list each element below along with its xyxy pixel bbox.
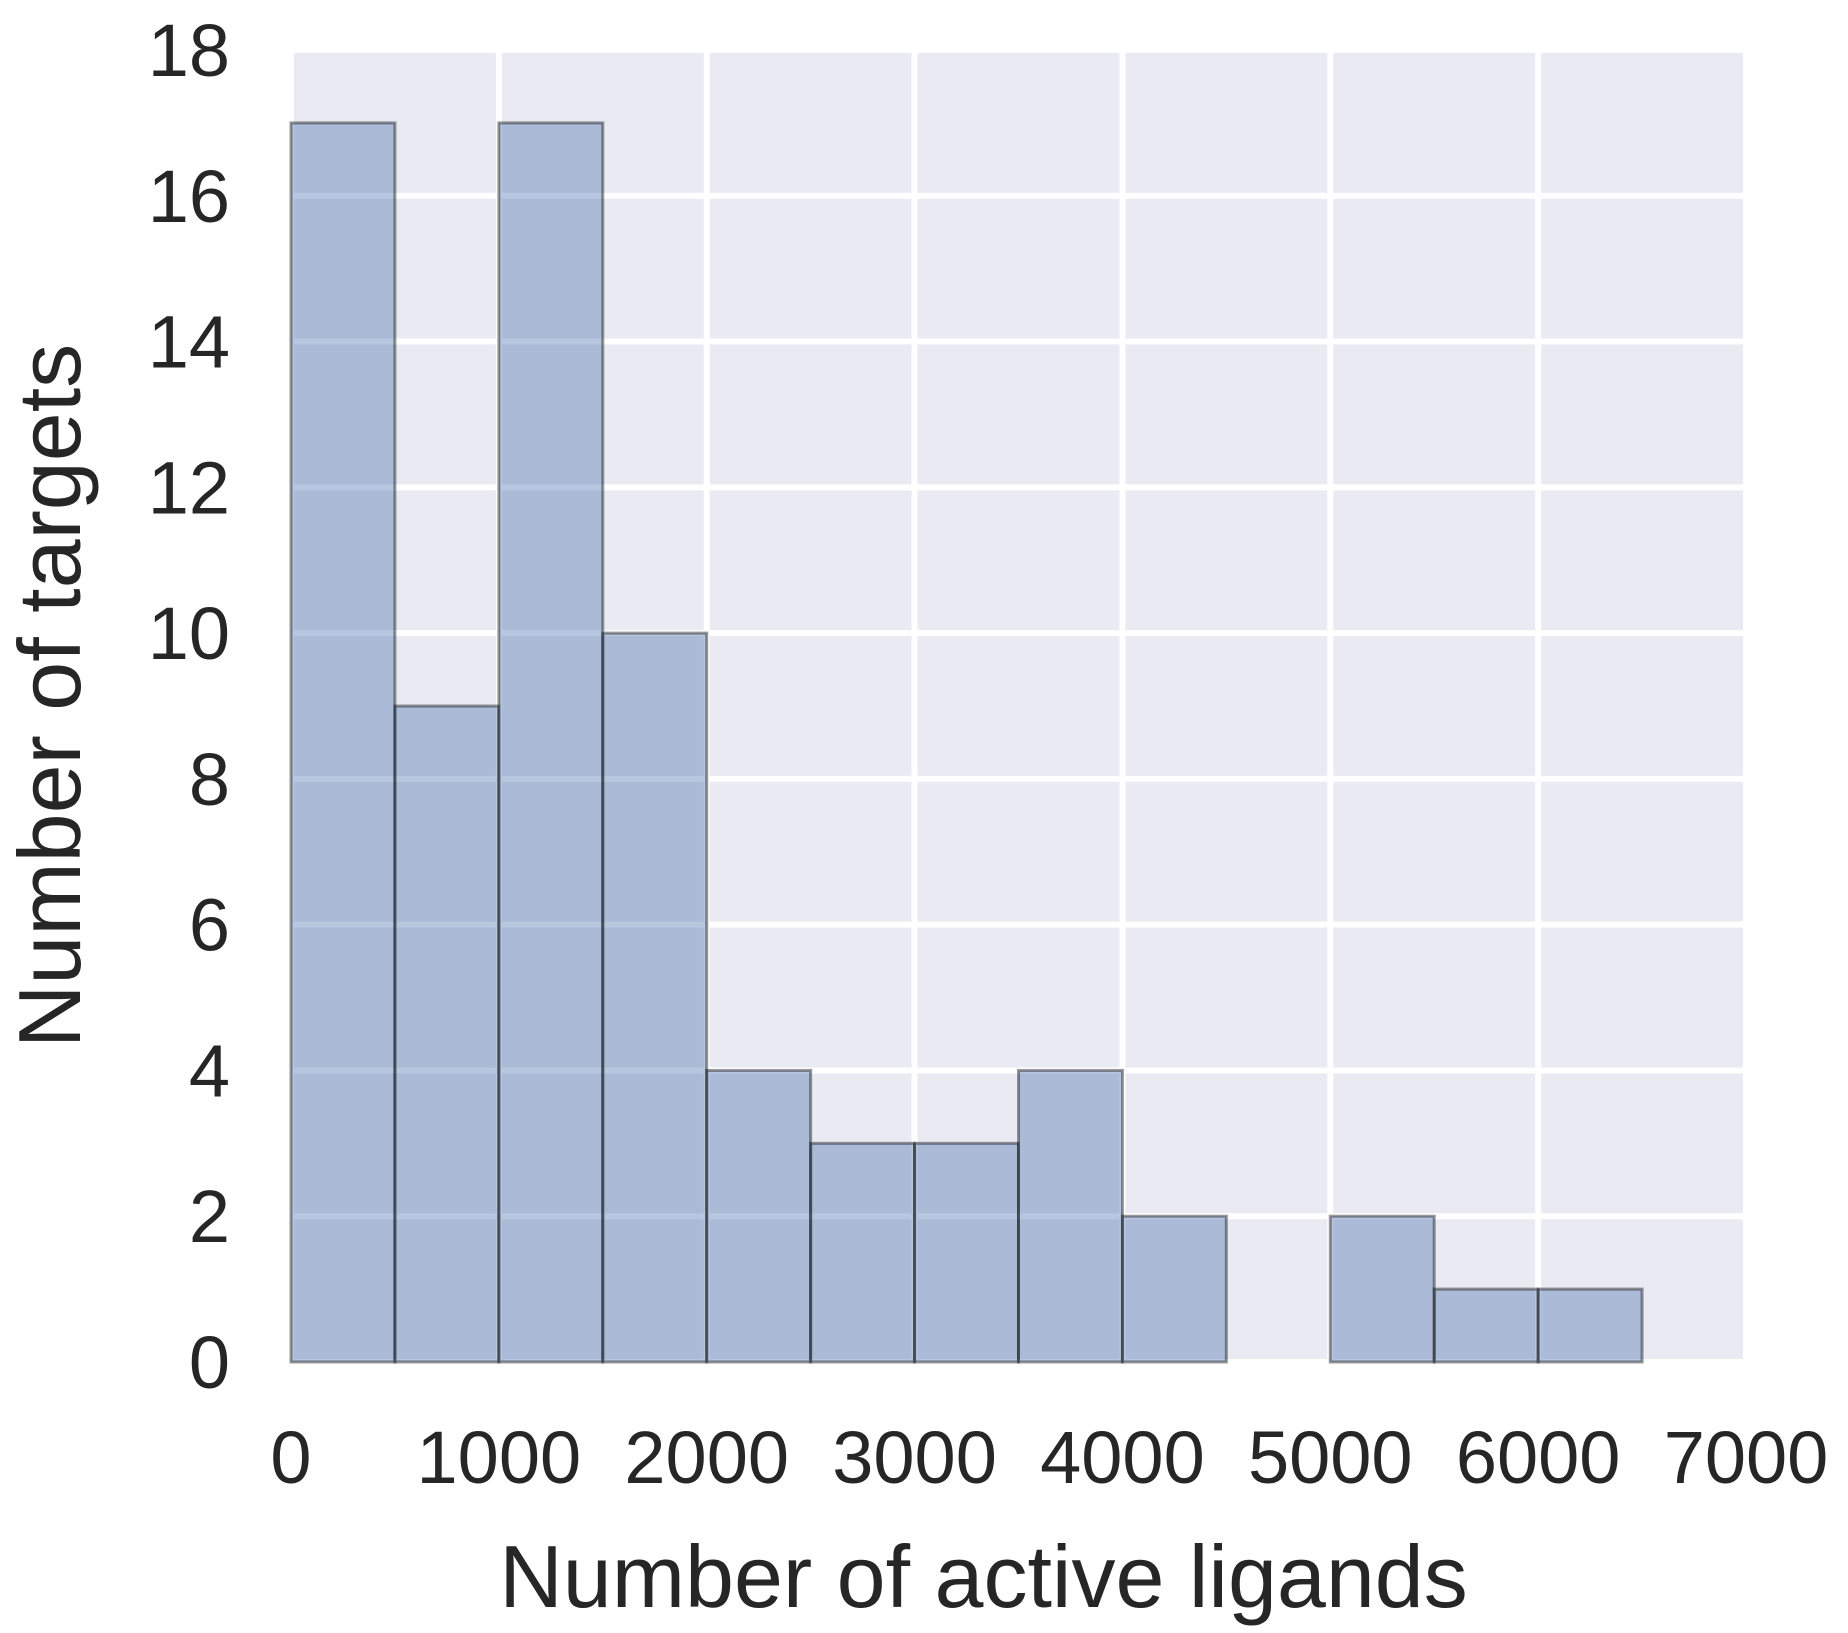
x-tick-label: 3000 (832, 1416, 997, 1499)
tick-labels: 0 2 4 6 8 10 12 14 16 18 0 1000 2000 3000 4000 5000 6000… (148, 9, 1829, 1499)
histogram-bar (705, 1068, 813, 1364)
histogram-bar (601, 631, 709, 1364)
plot-background (291, 50, 1746, 1362)
histogram-bar (809, 1141, 917, 1364)
histogram-bar (1017, 1068, 1124, 1364)
y-tick-label: 14 (148, 301, 230, 384)
histogram-bar (289, 121, 397, 1364)
y-tick-label: 2 (189, 1175, 230, 1258)
x-tick-label: 2000 (624, 1416, 789, 1499)
x-axis-label: Number of active ligands (499, 1527, 1467, 1626)
x-tick-label: 4000 (1040, 1416, 1205, 1499)
y-tick-label: 0 (189, 1321, 230, 1404)
histogram-bars (289, 121, 1644, 1364)
y-tick-label: 8 (189, 738, 230, 821)
histogram-bar (1120, 1214, 1228, 1364)
histogram-bar (913, 1141, 1020, 1364)
histogram-bar (1328, 1214, 1436, 1364)
y-tick-label: 16 (148, 155, 230, 238)
x-tick-label: 1000 (417, 1416, 582, 1499)
y-tick-label: 10 (148, 592, 230, 675)
y-tick-label: 4 (189, 1029, 230, 1112)
x-tick-label: 0 (270, 1416, 311, 1499)
y-tick-label: 6 (189, 884, 230, 967)
histogram-bar (497, 121, 605, 1364)
y-tick-label: 18 (148, 9, 230, 92)
histogram-bar (1536, 1287, 1644, 1364)
histogram-bar (1432, 1287, 1540, 1364)
x-tick-label: 7000 (1664, 1416, 1829, 1499)
x-tick-label: 5000 (1248, 1416, 1413, 1499)
grid-lines (288, 47, 1749, 1365)
y-axis-label: Number of targets (0, 344, 99, 1048)
histogram-bar (393, 704, 501, 1364)
y-tick-label: 12 (148, 446, 230, 529)
x-tick-label: 6000 (1456, 1416, 1621, 1499)
